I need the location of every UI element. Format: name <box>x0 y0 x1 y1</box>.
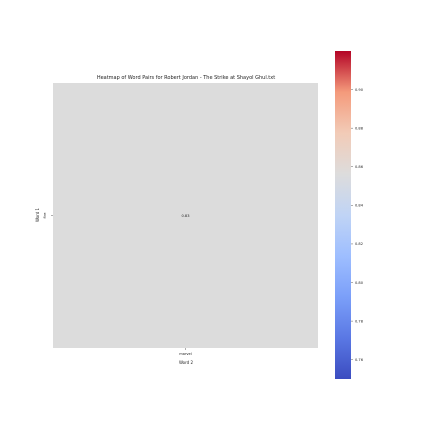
cell-value-label: 0.83 <box>181 214 189 218</box>
colorbar-ticks: 0.76 0.78 0.80 0.82 0.84 0.86 0.88 0.90 <box>351 88 364 362</box>
colorbar-tick-label: 0.82 <box>355 242 363 246</box>
x-axis-ticks: marvel <box>179 348 192 356</box>
y-axis-label: Word 1 <box>35 208 40 223</box>
colorbar-tick-label: 0.88 <box>355 126 364 130</box>
x-axis-label: Word 2 <box>179 360 194 365</box>
x-tick-label: marvel <box>179 352 192 356</box>
chart-title: Heatmap of Word Pairs for Robert Jordan … <box>97 75 275 81</box>
heatmap-cells <box>53 83 318 348</box>
colorbar-tick-label: 0.78 <box>355 319 364 323</box>
colorbar-tick-label: 0.80 <box>355 281 364 285</box>
y-tick-label: fire <box>43 212 47 219</box>
y-axis-ticks: fire <box>43 212 53 219</box>
colorbar <box>335 51 351 379</box>
colorbar-tick-label: 0.90 <box>355 88 364 92</box>
colorbar-tick-label: 0.84 <box>355 204 364 208</box>
colorbar-tick-label: 0.76 <box>355 358 364 362</box>
colorbar-tick-label: 0.86 <box>355 165 364 169</box>
heatmap-cell-labels: 0.83 <box>181 214 189 218</box>
heatmap-cell <box>53 83 318 348</box>
